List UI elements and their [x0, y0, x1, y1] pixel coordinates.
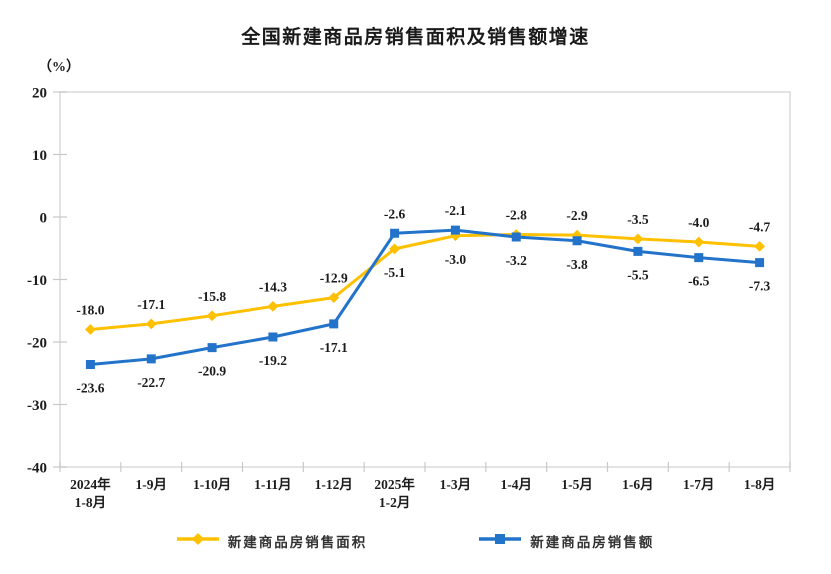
data-point-square	[329, 319, 339, 329]
x-axis-tick-label: 1-8月	[744, 477, 776, 492]
data-label: -2.8	[506, 208, 528, 223]
data-point-square	[85, 360, 95, 369]
x-axis-tick-label: 1-5月	[561, 477, 593, 492]
data-label: -12.9	[320, 271, 348, 286]
x-axis-tick-label: 1-7月	[683, 477, 715, 492]
y-axis-tick-label: -30	[27, 398, 47, 414]
data-point-square	[390, 228, 400, 238]
y-axis-tick-label: -10	[27, 273, 47, 289]
data-label: -3.8	[566, 257, 588, 272]
data-point-diamond	[632, 233, 644, 245]
legend-label-sales-value: 新建商品房销售额	[530, 535, 655, 550]
data-label: -2.1	[445, 203, 467, 218]
data-point-diamond	[693, 236, 705, 248]
data-label: -7.3	[749, 279, 771, 294]
data-label: -19.2	[259, 353, 287, 368]
data-label: -4.0	[688, 215, 710, 230]
data-label: -5.5	[627, 267, 649, 282]
series-line-1	[88, 228, 762, 366]
data-point-diamond	[389, 243, 400, 255]
legend-line-diamond-icon	[176, 532, 219, 551]
data-point-diamond	[267, 300, 279, 312]
data-point-square	[450, 225, 460, 235]
data-label: -3.2	[506, 253, 528, 268]
y-axis-tick-label: 10	[32, 148, 47, 164]
data-point-square	[268, 332, 278, 342]
x-axis-tick-label: 1-6月	[622, 477, 654, 492]
data-label: -2.9	[566, 208, 588, 223]
data-point-diamond	[145, 318, 157, 330]
x-axis-tick-label: 1-10月	[193, 477, 231, 492]
data-label: -18.0	[76, 303, 104, 318]
y-axis-tick-label: -40	[27, 461, 47, 477]
data-label: -17.1	[320, 340, 348, 355]
data-label: -20.9	[198, 364, 226, 379]
legend-label-sales-area: 新建商品房销售面积	[227, 535, 368, 550]
x-axis-tick-label: 1-4月	[501, 477, 533, 492]
data-point-diamond	[328, 292, 340, 304]
y-axis-tick-label: 20	[32, 86, 47, 102]
series-line-0	[88, 233, 762, 331]
data-label: -23.6	[76, 381, 104, 396]
legend-item-sales-value: 新建商品房销售额	[479, 531, 654, 551]
data-point-diamond	[206, 310, 218, 322]
data-point-diamond	[85, 324, 96, 335]
data-label: -3.5	[627, 212, 649, 227]
chart-legend: 新建商品房销售面积 新建商品房销售额	[0, 531, 831, 551]
data-point-square	[207, 343, 217, 353]
chart-title: 全国新建商品房销售面积及销售额增速	[241, 27, 590, 48]
data-point-square	[633, 246, 643, 256]
data-label: -14.3	[259, 279, 287, 294]
legend-line-square-icon	[479, 532, 522, 551]
legend-item-sales-area: 新建商品房销售面积	[176, 531, 368, 551]
data-point-square	[755, 258, 765, 268]
x-axis-tick-label: 1-8月	[75, 495, 107, 510]
y-axis-unit-label: （%）	[38, 60, 80, 75]
data-label: -15.8	[198, 289, 226, 304]
data-label: -3.0	[445, 252, 467, 267]
data-label: -22.7	[137, 375, 165, 390]
data-point-square	[694, 253, 704, 263]
x-axis-tick-label: 1-3月	[440, 477, 472, 492]
data-point-square	[572, 236, 582, 246]
data-label: -5.1	[384, 265, 406, 280]
x-axis-tick-label: 2024年	[70, 476, 111, 492]
x-axis-tick-label: 2025年	[374, 476, 415, 492]
x-axis-tick-label: 1-11月	[254, 477, 292, 492]
data-point-square	[146, 354, 156, 364]
data-label: -2.6	[384, 206, 406, 221]
data-label: -17.1	[137, 297, 165, 312]
x-axis-tick-label: 1-9月	[136, 477, 168, 492]
data-label: -6.5	[688, 274, 710, 289]
data-label: -4.7	[749, 219, 771, 234]
plot-border	[59, 91, 791, 468]
x-axis-tick-label: 1-2月	[379, 495, 411, 510]
data-point-diamond	[754, 240, 765, 252]
y-axis-tick-label: 0	[40, 211, 48, 227]
data-point-square	[511, 232, 521, 242]
x-axis-tick-label: 1-12月	[315, 477, 353, 492]
y-axis-tick-label: -20	[27, 336, 47, 352]
